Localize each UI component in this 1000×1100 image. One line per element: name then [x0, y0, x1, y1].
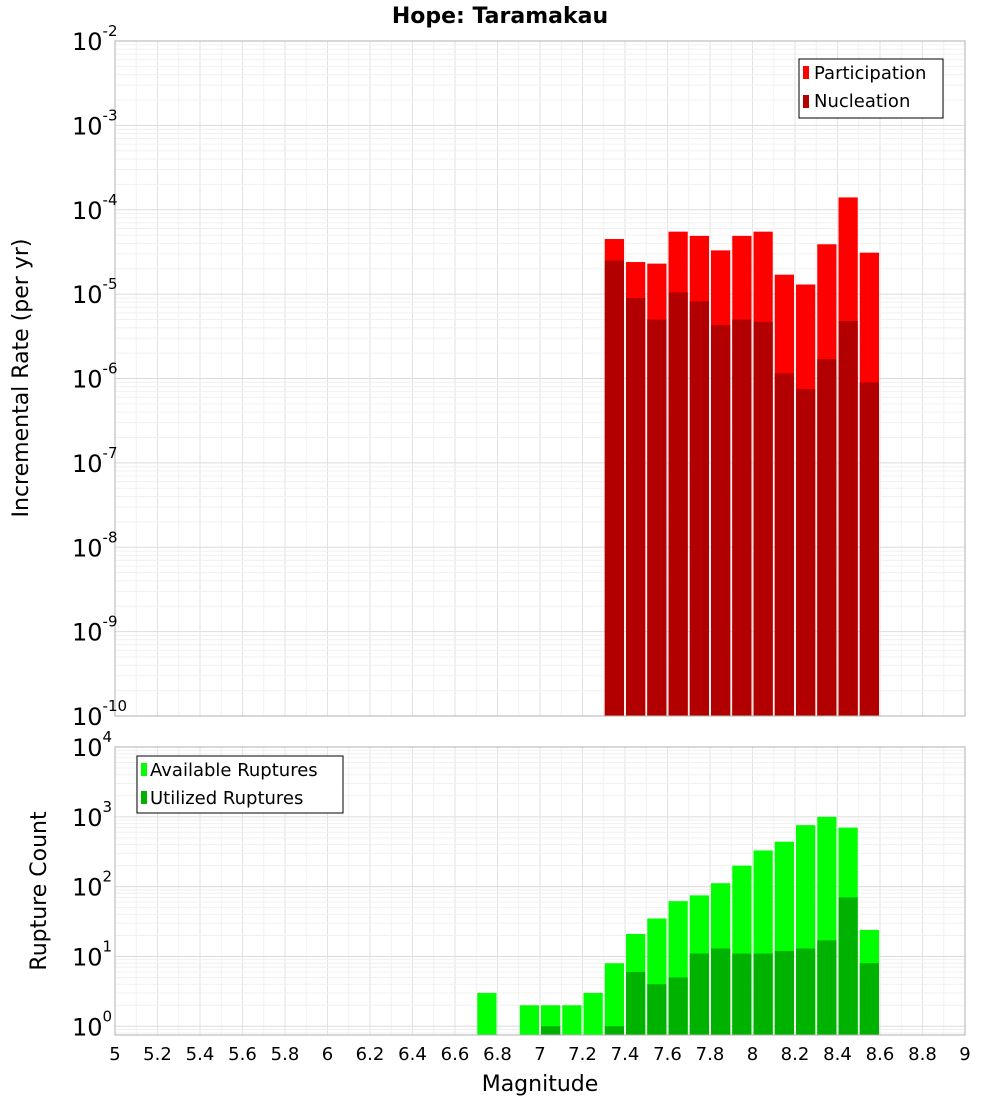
bar-nucleation — [817, 359, 837, 716]
bottom-y-tick-labels: 100 101 102 103 104 — [72, 728, 112, 1041]
bar-nucleation — [796, 389, 816, 716]
y-tick-label: 10-9 — [72, 613, 118, 647]
bar-utilized-ruptures — [796, 948, 816, 1035]
bottom-legend-box — [136, 755, 344, 814]
bar-nucleation — [668, 292, 688, 716]
bar-utilized-ruptures — [668, 977, 688, 1035]
bar-nucleation — [711, 325, 731, 716]
bottom-legend: Available Ruptures Utilized Ruptures — [136, 755, 344, 814]
x-tick-label: 7.8 — [696, 1044, 725, 1065]
y-tick-label: 103 — [72, 798, 112, 832]
x-tick-label: 8.8 — [908, 1044, 937, 1065]
x-tick-label: 7.2 — [568, 1044, 597, 1065]
bar-utilized-ruptures — [541, 1026, 561, 1035]
top-legend: Participation Nucleation — [798, 58, 944, 119]
y-tick-label: 10-6 — [72, 360, 118, 394]
x-tick-label: 5 — [109, 1044, 120, 1065]
y-tick-label: 10-4 — [72, 191, 118, 225]
legend-label-participation: Participation — [814, 63, 926, 84]
legend-label-nucleation: Nucleation — [814, 91, 910, 112]
legend-swatch-nucleation — [803, 95, 809, 108]
bar-nucleation — [774, 373, 794, 716]
x-tick-label: 6.8 — [483, 1044, 512, 1065]
x-tick-label: 6.4 — [398, 1044, 427, 1065]
x-tick-label: 5.4 — [186, 1044, 215, 1065]
bar-utilized-ruptures — [774, 950, 794, 1035]
legend-swatch-available — [141, 763, 147, 776]
bar-nucleation — [859, 382, 879, 716]
bar-utilized-ruptures — [817, 940, 837, 1035]
x-tick-label: 5.2 — [143, 1044, 172, 1065]
x-tick-label: 8 — [747, 1044, 758, 1065]
y-tick-label: 104 — [72, 728, 112, 762]
y-tick-label: 10-3 — [72, 106, 118, 140]
bar-utilized-ruptures — [711, 948, 731, 1035]
top-plot-frame — [114, 40, 966, 717]
y-tick-label: 101 — [72, 937, 112, 971]
bar-utilized-ruptures — [604, 1026, 624, 1035]
x-tick-label: 6.2 — [356, 1044, 385, 1065]
bar-available-ruptures — [604, 963, 624, 1035]
x-tick-label: 7 — [534, 1044, 545, 1065]
top-grid — [114, 40, 966, 717]
x-tick-label: 6 — [322, 1044, 333, 1065]
bar-utilized-ruptures — [626, 971, 646, 1035]
x-tick-label: 6.6 — [441, 1044, 470, 1065]
y-tick-label: 100 — [72, 1007, 112, 1041]
bottom-plot-frame — [114, 746, 966, 1036]
x-tick-label: 5.6 — [228, 1044, 257, 1065]
legend-swatch-participation — [803, 66, 809, 79]
y-tick-label: 10-8 — [72, 528, 118, 562]
y-tick-label: 10-5 — [72, 275, 118, 309]
bar-available-ruptures — [562, 1005, 582, 1035]
x-tick-label: 7.4 — [611, 1044, 640, 1065]
bar-available-ruptures — [519, 1005, 539, 1035]
bar-nucleation — [838, 321, 858, 716]
x-tick-label: 9 — [959, 1044, 970, 1065]
bar-nucleation — [753, 321, 773, 716]
y-tick-label: 102 — [72, 868, 112, 902]
bottom-y-axis-label: Rupture Count — [27, 811, 52, 971]
x-tick-label: 8.2 — [781, 1044, 810, 1065]
top-bars — [604, 197, 879, 717]
legend-label-utilized: Utilized Ruptures — [150, 788, 303, 809]
bar-utilized-ruptures — [859, 963, 879, 1035]
bar-nucleation — [604, 260, 624, 716]
y-tick-label: 10-10 — [72, 697, 127, 731]
x-axis-label: Magnitude — [482, 1072, 599, 1097]
bar-nucleation — [689, 301, 709, 716]
bar-utilized-ruptures — [753, 953, 773, 1035]
bar-utilized-ruptures — [732, 953, 752, 1035]
bar-available-ruptures — [477, 992, 497, 1035]
x-tick-label: 8.6 — [866, 1044, 895, 1065]
top-legend-box — [798, 58, 944, 119]
x-tick-labels: 5 5.2 5.4 5.6 5.8 6 6.2 6.4 6.6 6.8 7 7.2 7.4 7.6 7.8 8… — [109, 1044, 970, 1065]
bar-nucleation — [732, 319, 752, 716]
bar-utilized-ruptures — [647, 984, 667, 1035]
bar-utilized-ruptures — [838, 897, 858, 1035]
bottom-bars — [477, 816, 879, 1035]
y-tick-label: 10-7 — [72, 444, 118, 478]
legend-swatch-utilized — [141, 791, 147, 804]
x-tick-label: 8.4 — [823, 1044, 852, 1065]
x-tick-label: 5.8 — [271, 1044, 300, 1065]
bar-available-ruptures — [583, 992, 603, 1035]
y-tick-label: 10-2 — [72, 22, 118, 56]
chart-title: Hope: Taramakau — [392, 4, 608, 29]
x-tick-label: 7.6 — [653, 1044, 682, 1065]
legend-label-available: Available Ruptures — [150, 760, 318, 781]
bar-nucleation — [647, 319, 667, 716]
bar-nucleation — [626, 297, 646, 716]
bar-utilized-ruptures — [689, 953, 709, 1035]
top-y-axis-label: Incremental Rate (per yr) — [9, 239, 34, 518]
